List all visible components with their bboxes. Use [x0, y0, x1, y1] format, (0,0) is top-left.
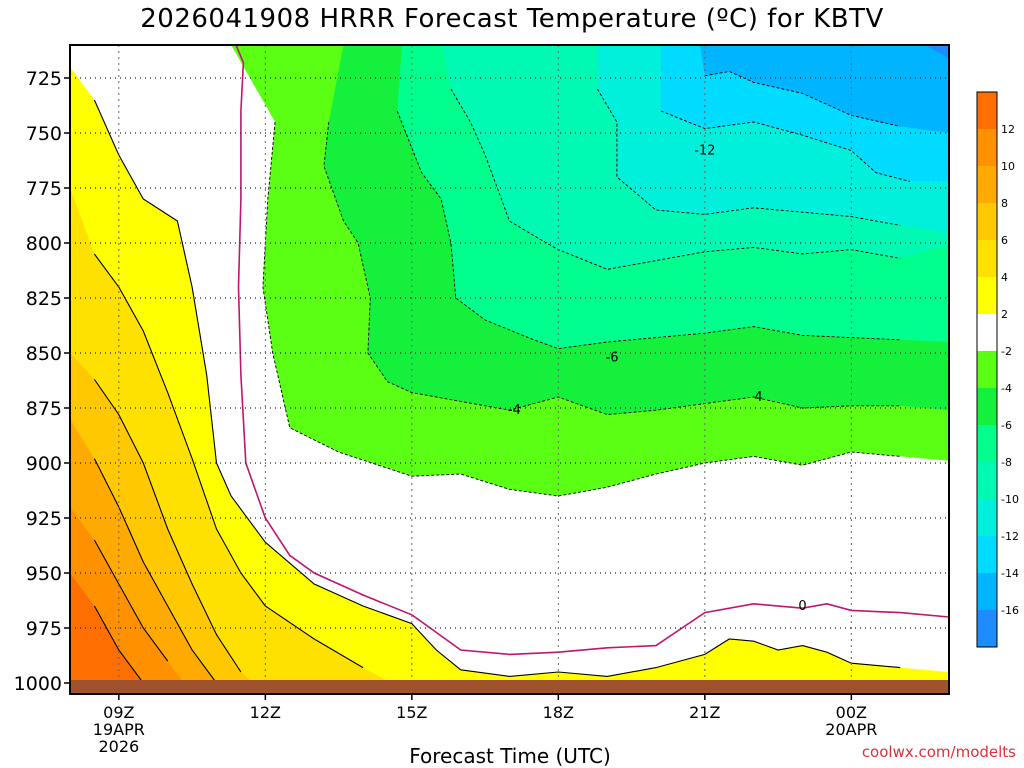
x-tick-label: 12Z — [250, 703, 281, 722]
credit-link[interactable]: coolwx.com/modelts — [861, 743, 1016, 761]
colorbar-label: 2 — [1001, 308, 1008, 321]
colorbar-label: 4 — [1001, 271, 1008, 284]
y-tick-label: 875 — [26, 398, 62, 420]
zero-isotherm-line — [235, 45, 949, 656]
y-tick-label: 925 — [26, 508, 62, 530]
contour-line-above-zero-8-to-10 — [93, 458, 217, 684]
y-tick-label: 900 — [26, 453, 62, 475]
y-tick-label: 775 — [26, 178, 62, 200]
colorbar-label: -14 — [1001, 567, 1019, 580]
x-tick-label: 20APR — [825, 720, 877, 739]
x-tick-label: 00Z — [836, 703, 867, 722]
colorbar-swatch — [977, 203, 997, 241]
colorbar-swatch — [977, 166, 997, 204]
colorbar-label: -12 — [1001, 530, 1019, 543]
colorbar-swatch — [977, 499, 997, 537]
colorbar-swatch — [977, 277, 997, 315]
contour-line-above-zero-4-to-6 — [93, 253, 364, 669]
colorbar-swatch — [977, 610, 997, 648]
contour-fill-below-zero-16-to-18 — [924, 45, 949, 59]
colorbar-frame — [976, 91, 998, 648]
axes: 725 750 775 800 825 850 875 900 925 950 975 1000 09Z… — [14, 44, 950, 756]
grid-lines — [70, 45, 949, 694]
x-tick-label: 21Z — [689, 703, 720, 722]
contour-label: 4 — [754, 390, 762, 405]
filled-contours — [70, 45, 949, 694]
x-axis-title: Forecast Time (UTC) — [409, 744, 611, 768]
colorbar: 12 10 8 6 4 2 -2 -4 -6 -8 -10 -12 -14 -16 — [976, 91, 1019, 648]
y-tick-label: 850 — [26, 343, 62, 365]
contour-label: -12 — [694, 144, 715, 159]
y-tick-label: 950 — [26, 563, 62, 585]
contour-line-above-zero-2-to-4 — [93, 99, 901, 677]
contour-label: -6 — [606, 350, 619, 365]
contour-line-below-zero-8-to-10 — [450, 88, 901, 270]
y-tick-label: 975 — [26, 618, 62, 640]
colorbar-label: 6 — [1001, 234, 1008, 247]
colorbar-swatch — [977, 129, 997, 167]
contour-line-below-zero-4-to-6 — [323, 121, 901, 416]
y-tick-label: 1000 — [14, 673, 62, 695]
colorbar-label: -6 — [1001, 419, 1012, 432]
ground-surface-band — [70, 680, 949, 694]
contour-line-above-zero-12-to-14 — [93, 605, 144, 684]
contour-line-below-zero-2-to-4 — [262, 121, 901, 497]
colorbar-label: -4 — [1001, 382, 1012, 395]
colorbar-swatch — [977, 388, 997, 426]
x-tick-label: 19APR — [93, 720, 145, 739]
contour-line-below-zero-14-to-16 — [704, 70, 901, 127]
colorbar-swatch — [977, 462, 997, 500]
colorbar-label: 8 — [1001, 197, 1008, 210]
contour-lines — [93, 45, 949, 684]
contour-line-below-zero-12-to-14 — [660, 110, 911, 182]
y-tick-label: 825 — [26, 288, 62, 310]
y-tick-label: 750 — [26, 123, 62, 145]
colorbar-swatch — [977, 240, 997, 278]
colorbar-swatch — [977, 573, 997, 611]
x-tick-label: 15Z — [396, 703, 427, 722]
contour-labels: -12 -6 -4 4 0 — [508, 144, 807, 614]
colorbar-label: -8 — [1001, 456, 1012, 469]
chart-title: 2026041908 HRRR Forecast Temperature (ºC… — [140, 4, 884, 34]
colorbar-label: 10 — [1001, 160, 1015, 173]
colorbar-swatch — [977, 314, 997, 352]
x-tick-label: 2026 — [98, 737, 139, 756]
colorbar-label: -16 — [1001, 604, 1019, 617]
colorbar-swatch — [977, 92, 997, 130]
contour-fill-above-zero-12-to-14 — [70, 573, 168, 694]
y-tick-label: 725 — [26, 68, 62, 90]
contour-line-above-zero-10-to-12 — [93, 539, 169, 662]
colorbar-label: -10 — [1001, 493, 1019, 506]
ground-band — [70, 680, 949, 694]
y-tick-label: 800 — [26, 233, 62, 255]
contour-fill-below-zero-14-to-16 — [700, 45, 949, 133]
x-tick-label: 18Z — [543, 703, 574, 722]
contour-label: 0 — [798, 599, 806, 614]
plot-frame — [69, 44, 950, 695]
colorbar-swatch — [977, 351, 997, 389]
x-tick-label: 09Z — [103, 703, 134, 722]
colorbar-swatch — [977, 536, 997, 574]
contour-label: -4 — [508, 403, 521, 418]
colorbar-label: -2 — [1001, 345, 1012, 358]
colorbar-swatch — [977, 425, 997, 463]
contour-line-below-zero-10-to-12 — [597, 88, 901, 226]
colorbar-label: 12 — [1001, 123, 1015, 136]
contour-line-above-zero-6-to-8 — [93, 379, 242, 673]
